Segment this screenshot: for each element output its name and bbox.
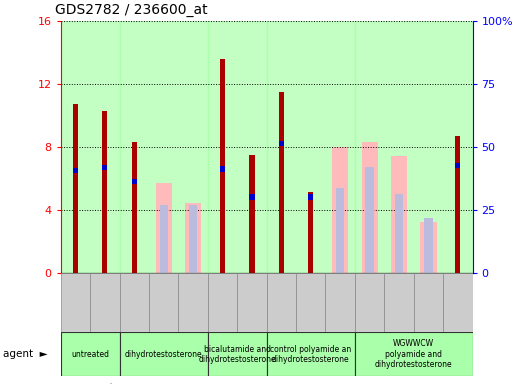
- Text: bicalutamide and
dihydrotestosterone: bicalutamide and dihydrotestosterone: [199, 344, 276, 364]
- Bar: [249, 155, 254, 273]
- Bar: [208, 273, 237, 332]
- Bar: [119, 332, 208, 376]
- Bar: [395, 194, 403, 273]
- Bar: [308, 194, 314, 200]
- Bar: [420, 222, 437, 273]
- Bar: [102, 111, 108, 273]
- Bar: [159, 205, 168, 273]
- Bar: [455, 163, 460, 169]
- Bar: [131, 179, 137, 184]
- Bar: [131, 142, 137, 273]
- Bar: [267, 273, 296, 332]
- Text: control polyamide an
dihydrotestosterone: control polyamide an dihydrotestosterone: [270, 344, 352, 364]
- Bar: [325, 273, 355, 332]
- Bar: [332, 147, 348, 273]
- Bar: [362, 142, 378, 273]
- Bar: [61, 21, 119, 273]
- Bar: [208, 21, 267, 273]
- Bar: [149, 273, 178, 332]
- Bar: [237, 273, 267, 332]
- Bar: [208, 332, 267, 376]
- Bar: [296, 273, 325, 332]
- Bar: [308, 192, 314, 273]
- Bar: [185, 204, 201, 273]
- Text: agent  ►: agent ►: [3, 349, 48, 359]
- Text: ■: ■: [66, 383, 76, 384]
- Bar: [279, 92, 284, 273]
- Bar: [61, 332, 119, 376]
- Text: untreated: untreated: [71, 350, 109, 359]
- Bar: [73, 104, 78, 273]
- Bar: [220, 166, 225, 172]
- Bar: [391, 156, 407, 273]
- Bar: [90, 273, 119, 332]
- Bar: [249, 194, 254, 200]
- Text: count: count: [86, 383, 114, 384]
- Bar: [156, 183, 172, 273]
- Bar: [355, 273, 384, 332]
- Bar: [425, 218, 432, 273]
- Bar: [355, 332, 473, 376]
- Bar: [61, 273, 90, 332]
- Bar: [119, 21, 208, 273]
- Bar: [267, 332, 355, 376]
- Bar: [189, 205, 197, 273]
- Bar: [119, 273, 149, 332]
- Bar: [267, 21, 355, 273]
- Bar: [455, 136, 460, 273]
- Bar: [220, 59, 225, 273]
- Bar: [365, 167, 374, 273]
- Bar: [73, 168, 78, 173]
- Bar: [102, 165, 108, 170]
- Text: dihydrotestosterone: dihydrotestosterone: [125, 350, 203, 359]
- Text: GDS2782 / 236600_at: GDS2782 / 236600_at: [55, 3, 208, 17]
- Text: WGWWCW
polyamide and
dihydrotestosterone: WGWWCW polyamide and dihydrotestosterone: [375, 339, 452, 369]
- Bar: [443, 273, 473, 332]
- Bar: [355, 21, 473, 273]
- Bar: [384, 273, 414, 332]
- Bar: [414, 273, 443, 332]
- Bar: [279, 141, 284, 146]
- Bar: [178, 273, 208, 332]
- Bar: [336, 188, 344, 273]
